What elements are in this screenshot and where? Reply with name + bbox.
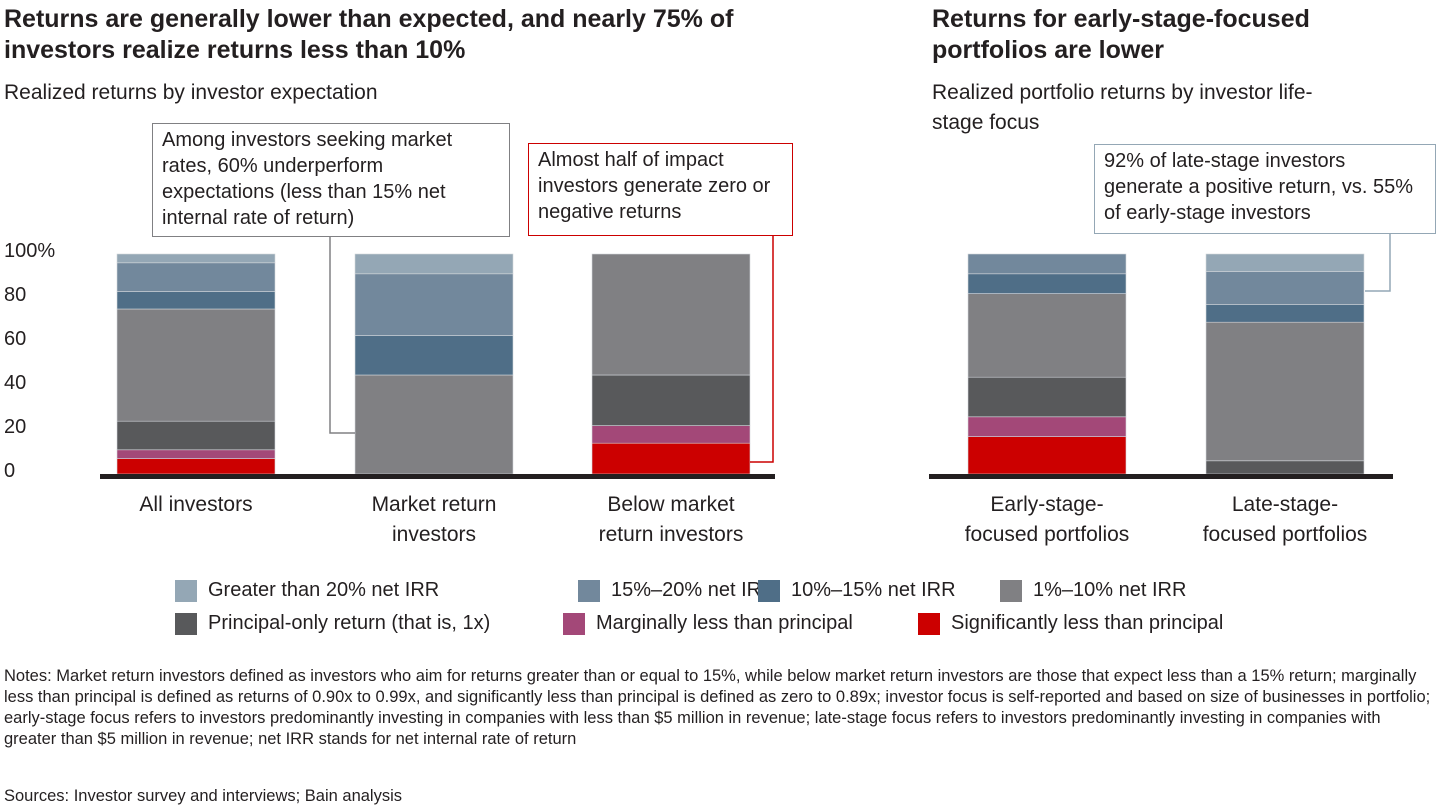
bar-segment-4-2	[1205, 460, 1365, 475]
legend-swatch	[175, 612, 197, 635]
category-label-line: focused portfolios	[964, 523, 1130, 546]
legend-item: 1%–10% net IRR	[1000, 579, 1186, 602]
bar-segment-0-6	[116, 253, 276, 264]
legend-swatch	[175, 579, 197, 602]
y-tick-label: 60	[4, 328, 27, 350]
legend-label: 15%–20% net IRR	[611, 579, 776, 601]
category-label: Below market return investors	[551, 490, 791, 550]
category-label-line: Market return	[371, 493, 497, 516]
bar-segment-0-0	[116, 458, 276, 475]
category-label: Late-stage-focused portfolios	[1165, 490, 1405, 550]
annotation-market-rates: Among investors seeking market rates, 60…	[152, 123, 510, 237]
legend-item: Greater than 20% net IRR	[175, 579, 439, 602]
bar-segment-3-2	[967, 376, 1127, 418]
annotation-leader-3	[1365, 234, 1391, 292]
legend-item: Significantly less than principal	[918, 612, 1223, 635]
legend-item: Principal-only return (that is, 1x)	[175, 612, 490, 635]
y-tick-label: 40	[4, 372, 27, 394]
category-label: Early-stage-focused portfolios	[927, 490, 1167, 550]
legend-swatch	[758, 579, 780, 602]
bar-segment-3-4	[967, 273, 1127, 294]
bar-segment-4-3	[1205, 321, 1365, 462]
left-chart-title: Returns are generally lower than expecte…	[4, 5, 734, 64]
bar-segment-1-3	[354, 374, 514, 475]
category-label-line: All investors	[139, 493, 253, 516]
bar-segment-3-3	[967, 293, 1127, 378]
legend-swatch	[563, 612, 585, 635]
right-chart-subtitle: Realized portfolio returns by investor l…	[932, 81, 1313, 134]
legend-item: Marginally less than principal	[563, 612, 853, 635]
category-label-line: Late-stage-	[1231, 493, 1339, 516]
legend-label: Greater than 20% net IRR	[208, 579, 440, 601]
category-label-line: focused portfolios	[1202, 523, 1368, 546]
legend-label: Marginally less than principal	[596, 612, 853, 634]
legend-label: 1%–10% net IRR	[1033, 579, 1187, 601]
bar-segment-0-2	[116, 420, 276, 451]
legend-swatch	[918, 612, 940, 635]
category-label-line: Early-stage-	[990, 493, 1104, 516]
y-tick-label: 80	[4, 284, 27, 306]
bar-segment-1-5	[354, 273, 514, 336]
bar-segment-3-1	[967, 416, 1127, 437]
bar-segment-0-4	[116, 291, 276, 310]
annotation-late-stage: 92% of late-stage investors generate a p…	[1094, 144, 1436, 234]
right-chart-title: Returns for early-stage-focused portfoli…	[932, 5, 1310, 64]
bar-segment-0-1	[116, 449, 276, 459]
legend-label: Significantly less than principal	[951, 612, 1224, 634]
sources: Sources: Investor survey and interviews;…	[4, 787, 403, 805]
y-tick-label: 100%	[4, 240, 56, 262]
bar-segment-4-5	[1205, 271, 1365, 305]
legend-item: 15%–20% net IRR	[578, 579, 776, 602]
bar-segment-3-5	[967, 253, 1127, 275]
bar-segment-0-3	[116, 308, 276, 422]
category-label-line: Below market	[607, 493, 735, 516]
category-label: All investors	[76, 490, 316, 520]
bar-segment-3-0	[967, 436, 1127, 475]
legend-swatch	[1000, 579, 1022, 602]
legend-label: 10%–15% net IRR	[791, 579, 956, 601]
bar-segment-2-2	[591, 374, 751, 426]
left-chart-subtitle: Realized returns by investor expectation	[4, 81, 378, 104]
notes: Notes: Market return investors defined a…	[4, 667, 1431, 748]
annotation-leader-2	[750, 236, 774, 463]
y-tick-label: 20	[4, 416, 27, 438]
bar-segment-4-6	[1205, 253, 1365, 272]
legend-label: Principal-only return (that is, 1x)	[208, 612, 491, 634]
bar-segment-1-4	[354, 335, 514, 376]
y-tick-label: 0	[4, 460, 16, 482]
annotation-leader-1	[329, 236, 355, 434]
legend-swatch	[578, 579, 600, 602]
bar-segment-2-3	[591, 253, 751, 376]
category-label-line: investors	[391, 523, 477, 546]
bar-segment-0-5	[116, 262, 276, 292]
bar-segment-1-6	[354, 253, 514, 275]
bar-segment-2-1	[591, 425, 751, 444]
bar-segment-4-4	[1205, 304, 1365, 323]
category-label: Market return investors	[314, 490, 554, 550]
legend-item: 10%–15% net IRR	[758, 579, 956, 602]
category-label-line: return investors	[598, 523, 744, 546]
bar-segment-2-0	[591, 442, 751, 475]
left-x-axis	[100, 474, 775, 479]
annotation-impact-investors: Almost half of impact investors generate…	[528, 143, 793, 236]
right-x-axis	[929, 474, 1393, 479]
